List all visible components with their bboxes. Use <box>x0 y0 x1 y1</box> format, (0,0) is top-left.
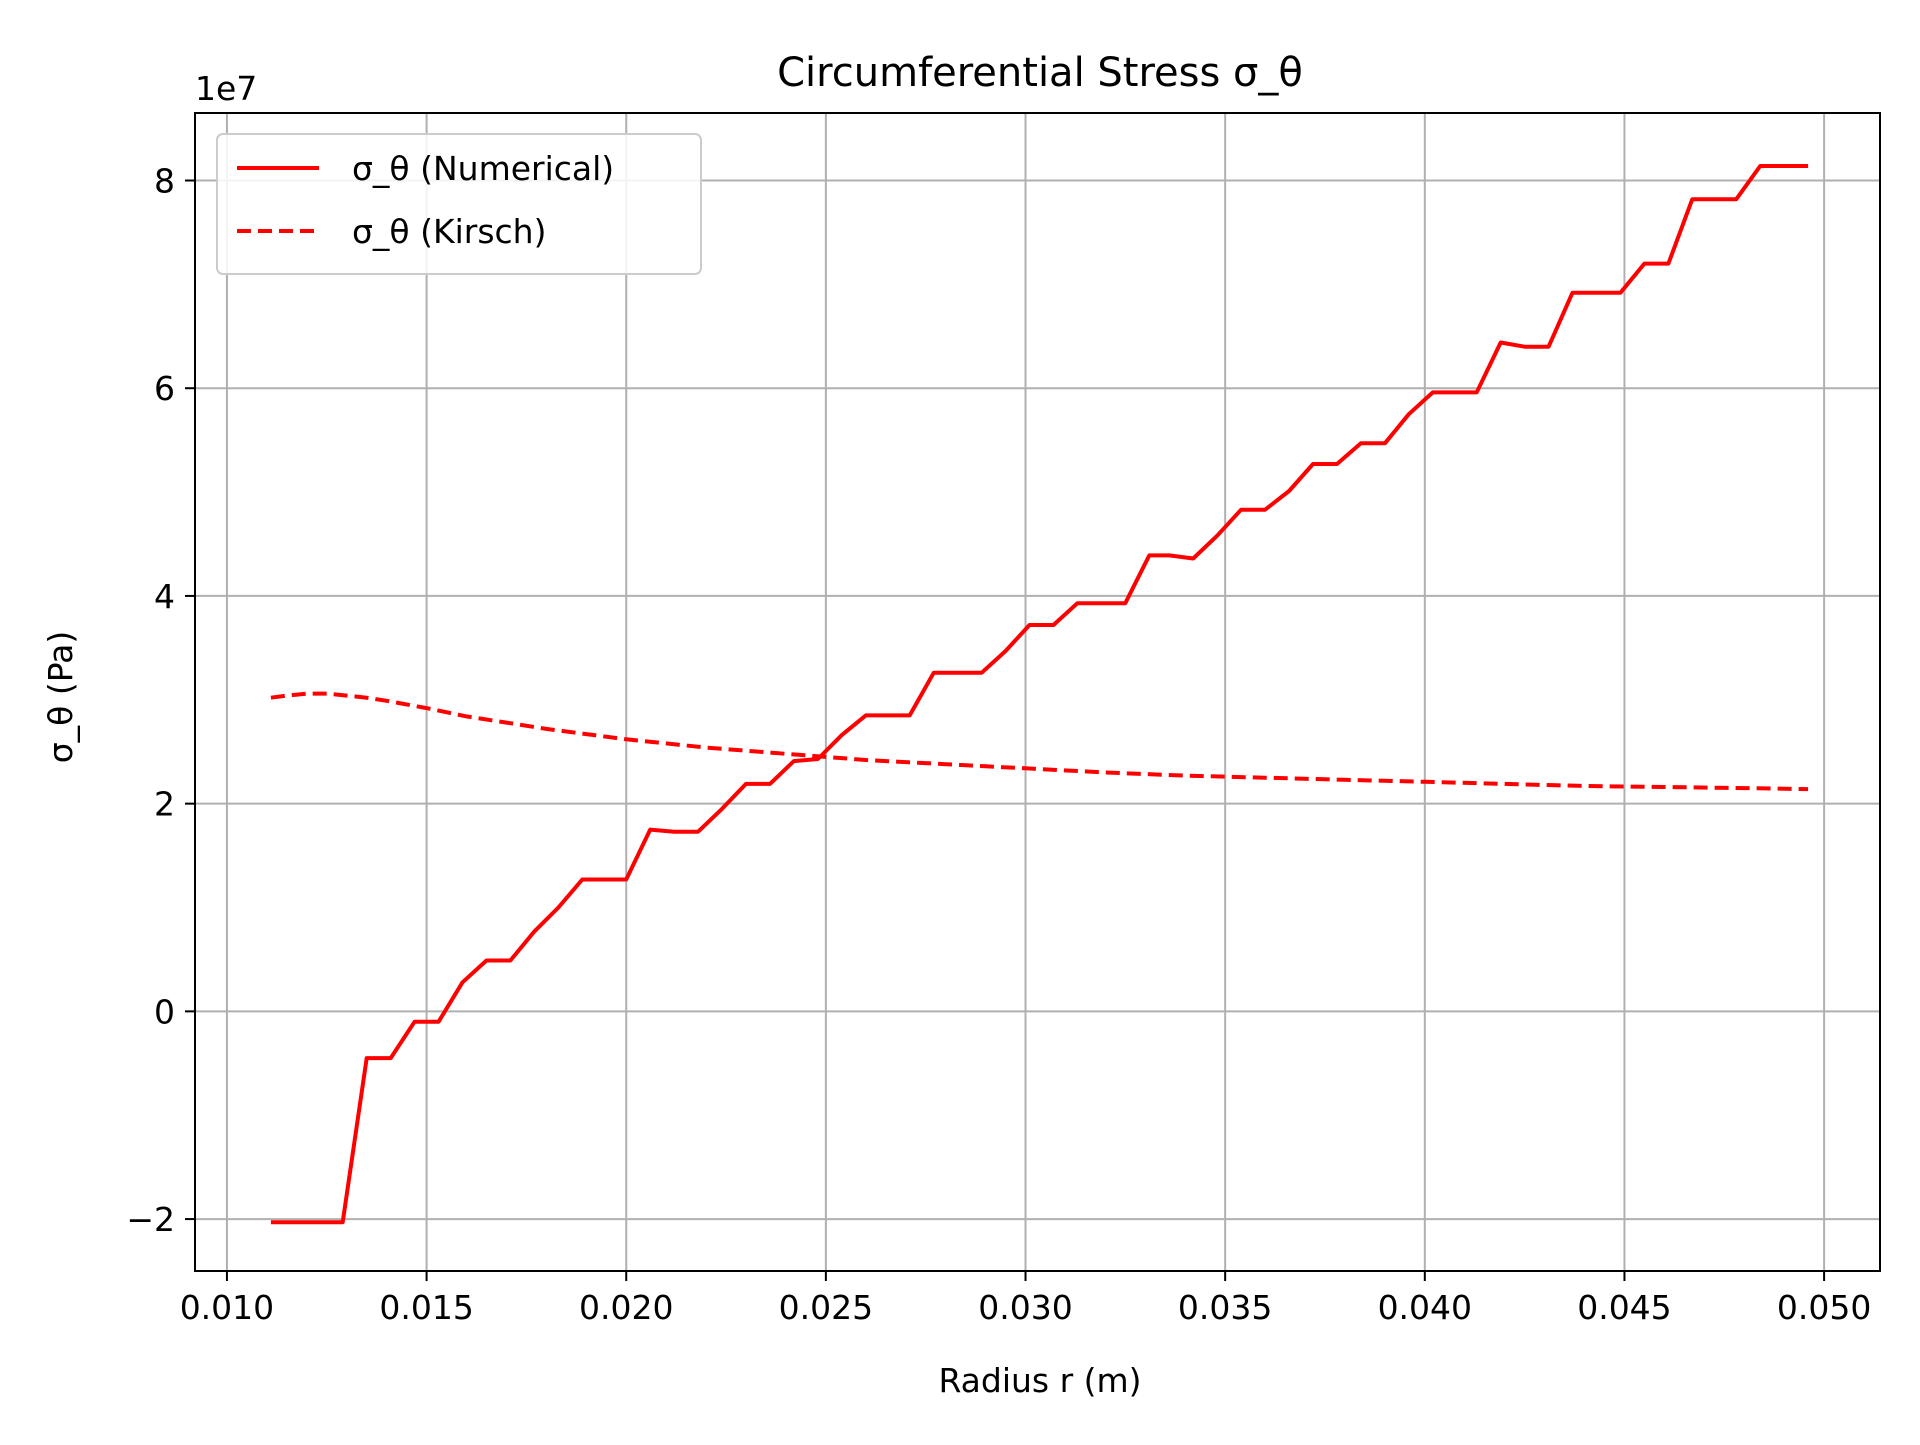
y-tick-label: 2 <box>154 785 175 824</box>
legend: σ_θ (Numerical) σ_θ (Kirsch) <box>216 133 702 275</box>
y-axis-label: σ_θ (Pa) <box>41 631 80 763</box>
series-lines <box>270 164 1809 1225</box>
x-axis-label: Radius r (m) <box>938 1361 1141 1400</box>
legend-label-numerical: σ_θ (Numerical) <box>352 149 614 188</box>
y-tick-label: 4 <box>154 577 175 616</box>
grid-lines <box>195 113 1880 1271</box>
y-tick-label: 6 <box>154 369 175 408</box>
y-tick-label: 0 <box>154 992 175 1031</box>
x-tick-label: 0.020 <box>579 1288 673 1327</box>
series-line-numerical <box>270 164 1809 1225</box>
x-tick-label: 0.025 <box>779 1288 873 1327</box>
x-tick-label: 0.030 <box>978 1288 1072 1327</box>
x-tick-label: 0.035 <box>1178 1288 1272 1327</box>
x-tick-label: 0.050 <box>1777 1288 1871 1327</box>
axis-ticks: 0.010 0.015 0.020 0.025 0.030 0.035 0.040 0.045… <box>126 162 1871 1327</box>
chart-title: Circumferential Stress σ_θ <box>777 50 1303 96</box>
y-tick-label: 8 <box>154 162 175 201</box>
y-tick-label: −2 <box>126 1200 175 1239</box>
x-tick-label: 0.040 <box>1378 1288 1472 1327</box>
legend-box <box>216 133 702 275</box>
x-tick-label: 0.010 <box>180 1288 274 1327</box>
legend-label-kirsch: σ_θ (Kirsch) <box>352 212 546 251</box>
y-offset-label: 1e7 <box>195 69 257 108</box>
x-tick-label: 0.045 <box>1577 1288 1671 1327</box>
plot-frame <box>194 112 1881 1272</box>
x-tick-label: 0.015 <box>379 1288 473 1327</box>
plot-area-background <box>195 113 1880 1271</box>
